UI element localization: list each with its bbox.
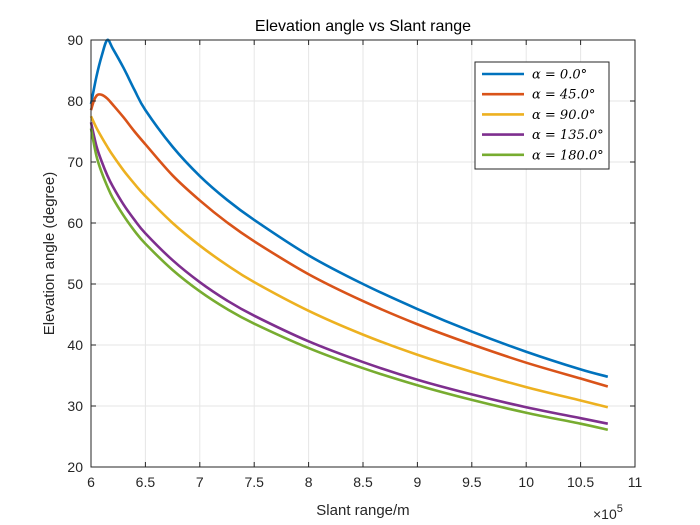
legend-label-3: α = 135.0° [532, 128, 604, 143]
series-line-2 [89, 115, 609, 409]
x-exponent-power: 5 [617, 503, 623, 515]
series-line-3 [89, 122, 609, 425]
x-axis-label: Slant range/m [316, 502, 409, 519]
x-tick-label: 10 [518, 474, 534, 490]
x-tick-label: 9 [414, 474, 422, 490]
y-tick-label: 60 [67, 215, 83, 231]
y-tick-label: 80 [67, 93, 83, 109]
x-tick-label: 8.5 [353, 474, 373, 490]
legend-label-1: α = 45.0° [532, 88, 595, 103]
x-tick-label: 7.5 [244, 474, 264, 490]
x-tick-label: 10.5 [567, 474, 594, 490]
x-tick-label: 8 [305, 474, 313, 490]
x-tick-label: 9.5 [462, 474, 482, 490]
legend: α = 0.0° α = 45.0° α = 90.0° α = 135.0° α = … [474, 61, 610, 170]
legend-label-2: α = 90.0° [532, 108, 595, 123]
chart-title: Elevation angle vs Slant range [255, 18, 471, 35]
y-tick-label: 40 [67, 337, 83, 353]
x-axis-exponent: ×105 [593, 503, 623, 522]
y-tick-label: 50 [67, 276, 83, 292]
x-tick-label: 6 [87, 474, 95, 490]
y-tick-label: 70 [67, 154, 83, 170]
series-line-1 [89, 93, 609, 388]
x-tick-label: 6.5 [136, 474, 156, 490]
y-tick-label: 30 [67, 398, 83, 414]
legend-items: α = 0.0° α = 45.0° α = 90.0° α = 135.0° α = … [482, 68, 604, 163]
y-tick-label: 90 [67, 32, 83, 48]
x-tick-label: 7 [196, 474, 204, 490]
x-tick-label: 11 [628, 474, 643, 490]
legend-label-4: α = 180.0° [532, 148, 604, 163]
axis-ticks: 6 6.5 7 7.5 8 8.5 9 9.5 10 10.5 11 20 30 40 50 60 70 80 90 [67, 32, 642, 490]
y-tick-label: 20 [67, 459, 83, 475]
y-axis-label: Elevation angle (degree) [41, 172, 58, 335]
series-line-4 [89, 128, 609, 432]
x-exponent-base: ×10 [593, 506, 617, 522]
legend-label-0: α = 0.0° [532, 68, 587, 83]
